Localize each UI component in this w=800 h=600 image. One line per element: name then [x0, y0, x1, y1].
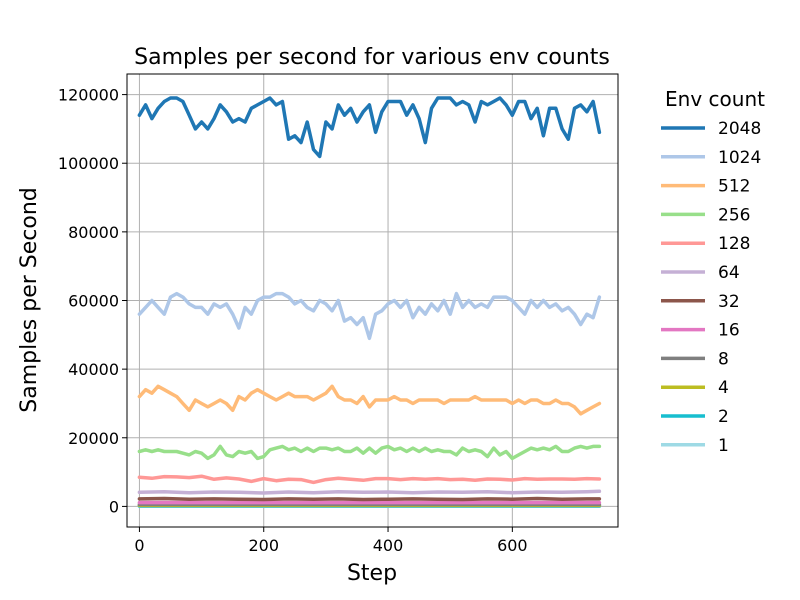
series-line-512	[137, 384, 602, 416]
legend-label-128: 128	[718, 234, 750, 254]
y-tick-label: 0	[109, 497, 119, 516]
series-line-1024	[137, 291, 602, 341]
series-line-2048	[137, 96, 602, 159]
y-tick-label: 40000	[68, 360, 119, 379]
series-line-256	[137, 444, 602, 461]
x-tick-label: 400	[373, 536, 404, 555]
x-axis-title: Step	[347, 561, 397, 586]
legend-label-4: 4	[718, 378, 729, 398]
y-tick-label: 80000	[68, 223, 119, 242]
y-tick-label: 60000	[68, 292, 119, 311]
x-tick-label: 0	[134, 536, 144, 555]
x-tick-label: 600	[497, 536, 528, 555]
legend-label-2: 2	[718, 407, 729, 427]
series-lines	[137, 96, 602, 508]
legend-label-16: 16	[718, 321, 740, 341]
legend-title: Env count	[665, 87, 765, 111]
x-tick-label: 200	[248, 536, 279, 555]
chart-title: Samples per second for various env count…	[134, 45, 610, 70]
legend-label-1: 1	[718, 436, 729, 456]
y-tick-label: 120000	[58, 86, 119, 105]
y-tick-label: 20000	[68, 429, 119, 448]
legend-label-32: 32	[718, 292, 740, 312]
legend-label-1024: 1024	[718, 148, 761, 168]
y-tick-label: 100000	[58, 154, 119, 173]
y-axis-ticks: 0 20000 40000 60000 80000 100000 120000	[58, 86, 127, 516]
legend: Env count 2048 1024 512 256 128 64 32 16 8 4 2 1	[661, 87, 765, 456]
y-axis-title: Samples per Second	[17, 187, 42, 412]
legend-label-64: 64	[718, 263, 740, 283]
series-line-64	[137, 489, 602, 495]
legend-label-512: 512	[718, 177, 750, 197]
series-line-32	[137, 496, 602, 502]
x-axis-ticks: 0 200 400 600	[134, 527, 528, 555]
legend-label-2048: 2048	[718, 119, 761, 139]
legend-label-8: 8	[718, 349, 729, 369]
legend-label-256: 256	[718, 205, 750, 225]
series-line-128	[137, 474, 602, 485]
